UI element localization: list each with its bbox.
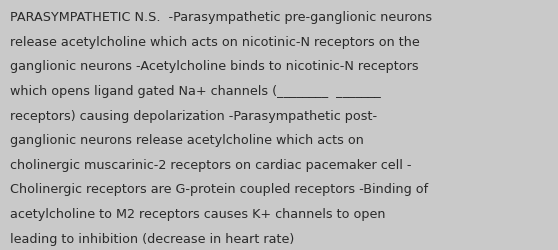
Text: release acetylcholine which acts on nicotinic-N receptors on the: release acetylcholine which acts on nico… [10, 36, 420, 49]
Text: Cholinergic receptors are G-protein coupled receptors -Binding of: Cholinergic receptors are G-protein coup… [10, 183, 428, 196]
Text: ganglionic neurons release acetylcholine which acts on: ganglionic neurons release acetylcholine… [10, 134, 364, 147]
Text: cholinergic muscarinic-2 receptors on cardiac pacemaker cell -: cholinergic muscarinic-2 receptors on ca… [10, 158, 412, 171]
Text: acetylcholine to M2 receptors causes K+ channels to open: acetylcholine to M2 receptors causes K+ … [10, 207, 386, 220]
Text: PARASYMPATHETIC N.S.  -Parasympathetic pre-ganglionic neurons: PARASYMPATHETIC N.S. -Parasympathetic pr… [10, 11, 432, 24]
Text: leading to inhibition (decrease in heart rate): leading to inhibition (decrease in heart… [10, 232, 294, 245]
Text: ganglionic neurons -Acetylcholine binds to nicotinic-N receptors: ganglionic neurons -Acetylcholine binds … [10, 60, 418, 73]
Text: which opens ligand gated Na+ channels (________  _______: which opens ligand gated Na+ channels (_… [10, 85, 381, 98]
Text: receptors) causing depolarization -Parasympathetic post-: receptors) causing depolarization -Paras… [10, 109, 377, 122]
